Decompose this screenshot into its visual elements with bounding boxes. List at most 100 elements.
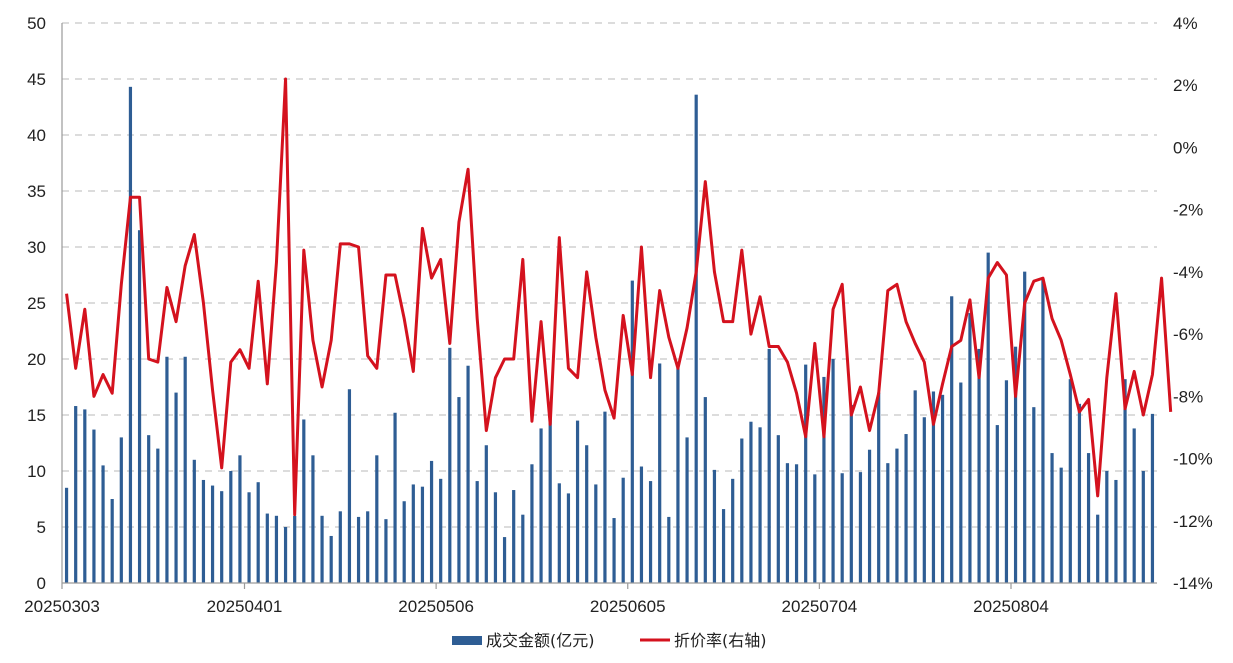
bar (466, 365, 470, 583)
bar (329, 535, 333, 583)
bar (1004, 380, 1009, 583)
bar (1096, 514, 1100, 583)
bar (393, 412, 397, 583)
bar (831, 359, 835, 583)
left-tick-label: 20 (27, 350, 46, 369)
bar (420, 486, 425, 583)
bar (183, 356, 187, 583)
bar (877, 392, 881, 583)
bar (767, 348, 771, 583)
bar (256, 482, 260, 583)
bar (119, 437, 123, 583)
bar-series (64, 86, 1155, 584)
bar (229, 471, 233, 583)
bar (849, 404, 853, 583)
bar (621, 477, 625, 583)
bar (694, 94, 698, 584)
right-tick-label: 0% (1173, 138, 1198, 157)
bar (1132, 428, 1136, 583)
bar (731, 478, 735, 583)
bar (858, 472, 863, 583)
bar (758, 427, 762, 583)
grid-lines (62, 22, 1157, 528)
bar (156, 448, 160, 583)
bar (785, 463, 790, 583)
bar (603, 411, 607, 583)
bar (804, 364, 808, 583)
bar (201, 479, 206, 583)
bar (539, 428, 543, 583)
bar (502, 537, 507, 583)
right-tick-label: -6% (1173, 325, 1203, 344)
bar (1068, 379, 1072, 583)
bar (995, 425, 999, 583)
bar (1077, 403, 1082, 583)
legend-line-label: 折价率(右轴) (674, 631, 767, 650)
left-tick-label: 5 (37, 518, 46, 537)
bar (274, 515, 279, 583)
bar (457, 397, 461, 583)
bar (703, 397, 707, 583)
x-tick-label: 20250704 (782, 597, 858, 616)
bar (959, 382, 963, 583)
bar (512, 490, 516, 583)
bar (749, 421, 753, 583)
bar (165, 356, 169, 583)
bar (1086, 453, 1091, 583)
bar (493, 492, 498, 583)
bar (293, 515, 297, 583)
bar (210, 485, 215, 583)
left-tick-label: 15 (27, 406, 46, 425)
bar (712, 469, 717, 583)
bar (366, 511, 370, 583)
bar (1141, 471, 1145, 583)
bar (147, 435, 151, 583)
left-tick-label: 45 (27, 70, 46, 89)
bar (585, 445, 589, 583)
left-tick-label: 10 (27, 462, 46, 481)
bar (174, 392, 178, 583)
bar (575, 420, 580, 583)
bar (384, 519, 388, 583)
right-tick-label: -4% (1173, 263, 1203, 282)
bar (1123, 379, 1127, 583)
left-tick-label: 25 (27, 294, 46, 313)
bar (1059, 467, 1063, 583)
bar (566, 493, 571, 583)
legend-bar-swatch (452, 636, 482, 645)
line-series (65, 77, 1173, 517)
bar (977, 348, 981, 583)
bar (685, 437, 689, 583)
right-tick-label: -8% (1173, 387, 1203, 406)
right-tick-label: -14% (1173, 574, 1213, 593)
right-tick-label: -12% (1173, 512, 1213, 531)
legend: 成交金额(亿元) 折价率(右轴) (452, 631, 767, 650)
bar (429, 460, 434, 583)
right-tick-label: 4% (1173, 14, 1198, 33)
left-tick-label: 30 (27, 238, 46, 257)
left-axis-ticks: 0 5 10 15 20 25 30 35 40 45 50 (27, 14, 46, 593)
bar (968, 313, 972, 583)
bar (375, 455, 379, 583)
bar (1050, 453, 1054, 583)
bar (867, 449, 872, 583)
legend-bar-label: 成交金额(亿元) (486, 631, 595, 650)
right-axis-ticks: -14% -12% -10% -8% -6% -4% -2% 0% 2% 4% (1173, 14, 1213, 593)
discount-rate-line (65, 77, 1173, 517)
bar (895, 448, 899, 583)
bar (548, 404, 552, 583)
bar (940, 394, 945, 583)
bar (658, 363, 662, 583)
bar (904, 434, 908, 583)
bar (1013, 346, 1018, 583)
bar (238, 455, 242, 583)
bar (110, 499, 114, 583)
bar (922, 417, 926, 583)
bar (557, 483, 561, 583)
right-tick-label: -2% (1173, 201, 1203, 220)
x-tick-label: 20250605 (590, 597, 666, 616)
bar (813, 474, 817, 583)
bar (648, 481, 653, 583)
